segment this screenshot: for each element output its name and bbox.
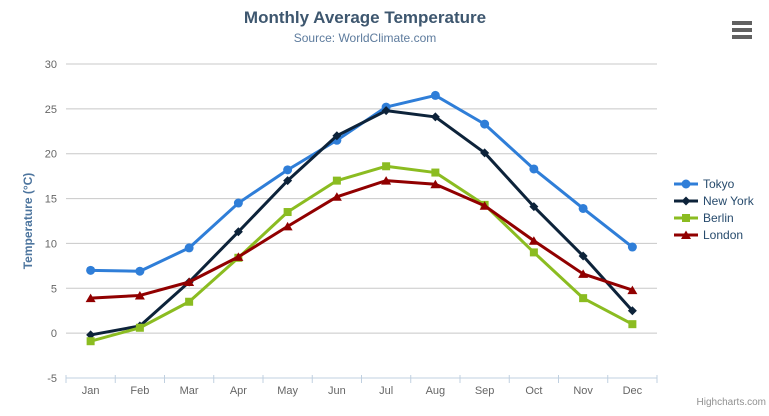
data-point[interactable]: [233, 198, 243, 208]
legend-label: Tokyo: [703, 176, 735, 191]
data-point[interactable]: [430, 112, 440, 122]
x-axis-tick-label: Sep: [475, 385, 495, 397]
legend-label: London: [703, 227, 744, 242]
legend-label: Berlin: [703, 210, 734, 225]
credits-link[interactable]: Highcharts.com: [696, 397, 766, 408]
data-point[interactable]: [134, 290, 145, 300]
square-series-icon: [674, 213, 698, 222]
data-point[interactable]: [430, 179, 441, 189]
y-axis-tick-label: -5: [47, 373, 57, 385]
y-axis-tick-label: 20: [45, 149, 57, 161]
x-axis-tick-label: Jun: [328, 385, 346, 397]
x-axis-tick-label: Mar: [180, 385, 199, 397]
data-point[interactable]: [135, 323, 144, 332]
legend-label: New York: [703, 193, 754, 208]
x-axis-tick-label: Jan: [82, 385, 100, 397]
legend-marker: [681, 196, 691, 205]
data-point[interactable]: [233, 252, 244, 261]
series-london[interactable]: [85, 176, 638, 303]
data-point[interactable]: [529, 202, 539, 212]
x-axis-tick-label: Jul: [379, 385, 393, 397]
data-point[interactable]: [480, 119, 490, 129]
data-point[interactable]: [332, 176, 341, 185]
data-point[interactable]: [185, 297, 194, 306]
series-line: [89, 164, 634, 343]
x-axis-tick-label: Apr: [230, 385, 247, 397]
x-axis-tick-label: Dec: [623, 385, 643, 397]
hamburger-icon: [732, 35, 752, 39]
data-point[interactable]: [283, 176, 293, 186]
triangle-series-icon: [674, 230, 698, 239]
legend-item-berlin[interactable]: Berlin: [674, 209, 754, 226]
hamburger-icon: [732, 28, 752, 32]
series-tokyo[interactable]: [86, 90, 637, 276]
y-axis-tick-label: 5: [51, 283, 57, 295]
x-axis-tick-label: Oct: [525, 385, 542, 397]
hamburger-icon: [732, 21, 752, 25]
y-axis-tick-label: 25: [45, 104, 57, 116]
data-point[interactable]: [382, 162, 391, 171]
data-point[interactable]: [479, 201, 490, 210]
y-axis-tick-label: 0: [51, 328, 57, 340]
data-point[interactable]: [578, 251, 588, 261]
chart-subtitle: Source: WorldClimate.com: [293, 31, 437, 45]
data-point[interactable]: [135, 266, 145, 276]
series-line: [89, 109, 634, 337]
data-point[interactable]: [331, 192, 342, 201]
chart-title: Monthly Average Temperature: [243, 8, 487, 27]
data-point[interactable]: [431, 168, 440, 177]
legend-marker: [682, 213, 690, 222]
data-point[interactable]: [283, 165, 293, 175]
export-menu-button[interactable]: [730, 18, 754, 42]
data-point[interactable]: [184, 277, 195, 287]
legend-item-london[interactable]: London: [674, 226, 754, 243]
y-axis-tick-label: 10: [45, 238, 57, 250]
data-point[interactable]: [528, 236, 539, 245]
data-point[interactable]: [628, 320, 637, 329]
y-axis-title: Temperature (°C): [21, 172, 35, 270]
circle-series-icon: [674, 179, 698, 188]
series-line: [89, 179, 634, 300]
legend-marker: [681, 179, 691, 188]
data-point[interactable]: [627, 285, 638, 295]
y-axis-tick-label: 15: [45, 194, 57, 206]
data-point[interactable]: [282, 221, 293, 231]
data-point[interactable]: [627, 306, 637, 316]
data-point[interactable]: [529, 248, 538, 257]
data-point[interactable]: [430, 90, 440, 100]
legend: Tokyo New York Berlin London: [674, 175, 754, 243]
data-point[interactable]: [86, 337, 95, 346]
data-point[interactable]: [85, 293, 96, 303]
data-point[interactable]: [86, 265, 96, 275]
data-point[interactable]: [86, 330, 96, 340]
data-point[interactable]: [579, 294, 588, 303]
legend-item-new-york[interactable]: New York: [674, 192, 754, 209]
data-point[interactable]: [529, 164, 539, 174]
data-point[interactable]: [184, 243, 194, 253]
data-point[interactable]: [283, 208, 292, 217]
legend-item-tokyo[interactable]: Tokyo: [674, 175, 754, 192]
x-axis-tick-label: Nov: [573, 385, 593, 397]
data-point[interactable]: [578, 203, 588, 213]
data-point[interactable]: [381, 176, 392, 185]
data-point[interactable]: [233, 227, 243, 237]
y-axis-tick-label: 30: [45, 59, 57, 71]
x-axis-tick-label: Feb: [130, 385, 149, 397]
legend-marker: [681, 230, 691, 239]
data-point[interactable]: [480, 148, 490, 158]
series-new-york[interactable]: [86, 106, 637, 340]
data-point[interactable]: [627, 242, 637, 252]
diamond-series-icon: [674, 196, 698, 205]
data-point[interactable]: [381, 106, 391, 116]
data-point[interactable]: [578, 269, 589, 278]
x-axis-tick-label: May: [277, 385, 298, 397]
x-axis-tick-label: Aug: [426, 385, 446, 397]
data-point[interactable]: [332, 131, 342, 141]
